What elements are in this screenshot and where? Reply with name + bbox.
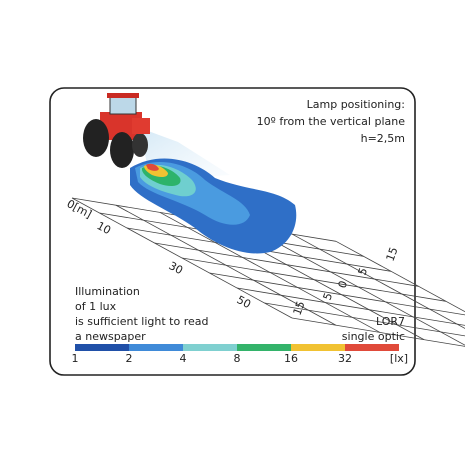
scale-segment <box>129 344 183 351</box>
product-line: single optic <box>342 330 405 343</box>
scale-label: 2 <box>126 352 133 365</box>
scale-segment <box>345 344 399 351</box>
product-line: LOR7 <box>376 315 405 328</box>
header-line: h=2,5m <box>361 132 405 145</box>
header-line: 10º from the vertical plane <box>257 115 406 128</box>
scale-label: 32 <box>338 352 352 365</box>
scale-segment <box>183 344 237 351</box>
scale-segment <box>75 344 129 351</box>
note-line: is sufficient light to read <box>75 315 208 328</box>
note-line: Illumination <box>75 285 140 298</box>
scale-label: 1 <box>72 352 79 365</box>
scale-label: [lx] <box>390 352 408 365</box>
scale-label: 16 <box>284 352 298 365</box>
note-line: of 1 lux <box>75 300 117 313</box>
scale-label: 4 <box>180 352 187 365</box>
scale-segment <box>237 344 291 351</box>
note-line: a newspaper <box>75 330 146 343</box>
header-line: Lamp positioning: <box>307 98 405 111</box>
scale-segment <box>291 344 345 351</box>
scale-label: 8 <box>234 352 241 365</box>
